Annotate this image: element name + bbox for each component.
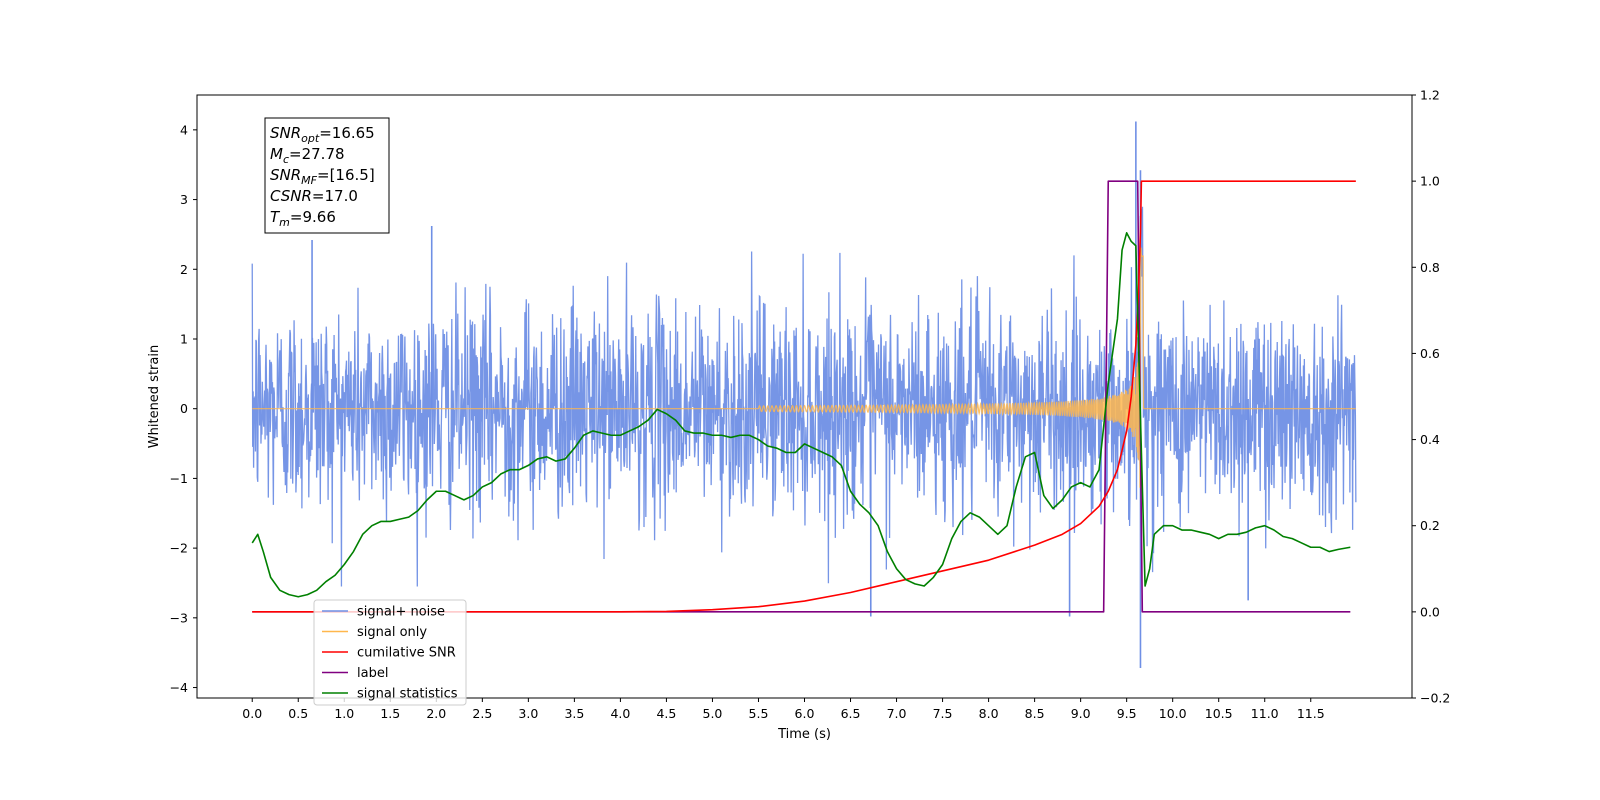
- annotation-symbol: M: [270, 145, 283, 163]
- legend-entry: label: [357, 666, 388, 681]
- annotation-line-4: Tm=9.66: [270, 208, 336, 229]
- x-tick-label: 1.5: [380, 706, 400, 721]
- annotation-symbol: SNR: [270, 124, 301, 142]
- y2-tick-label: 0.0: [1420, 604, 1440, 619]
- y2-tick-label: 0.8: [1420, 260, 1440, 275]
- y-tick-label: 1: [180, 331, 188, 346]
- series-csnr: [252, 180, 1356, 613]
- y2-tick-label: 0.6: [1420, 346, 1440, 361]
- x-tick-label: 3.5: [564, 706, 584, 721]
- y-tick-label: 4: [180, 122, 188, 137]
- x-tick-label: 9.0: [1071, 706, 1091, 721]
- x-tick-label: 10.5: [1205, 706, 1233, 721]
- x-tick-label: 6.5: [841, 706, 861, 721]
- x-tick-label: 3.0: [518, 706, 538, 721]
- x-tick-label: 6.0: [795, 706, 815, 721]
- series-signal-only: [252, 247, 1356, 488]
- legend-entry: cumilative SNR: [357, 646, 456, 661]
- annotation-value: =17.0: [312, 187, 358, 205]
- x-tick-label: 7.5: [933, 706, 953, 721]
- legend-entry: signal statistics: [357, 687, 458, 702]
- x-tick-label: 4.0: [610, 706, 630, 721]
- y-tick-label: −3: [170, 610, 188, 625]
- y-tick-label: −1: [170, 471, 188, 486]
- x-tick-label: 0.5: [288, 706, 308, 721]
- series-label: [252, 180, 1351, 613]
- annotation-value: =16.65: [319, 124, 375, 142]
- plot-area: [251, 121, 1357, 669]
- y2-axis-ticks: 1.2 1.0 0.8 0.6 0.4 0.2 0.0 −0.2: [1412, 88, 1450, 706]
- y-tick-label: −4: [170, 680, 188, 695]
- y-tick-label: −2: [170, 541, 188, 556]
- annotation-box: SNRopt=16.65Mc=27.78SNRMF=[16.5]CSNR=17.…: [264, 117, 390, 234]
- annotation-frame: [264, 117, 390, 234]
- x-tick-label: 8.5: [1025, 706, 1045, 721]
- y-tick-label: 0: [180, 401, 188, 416]
- x-tick-label: 2.0: [426, 706, 446, 721]
- legend-frame: [313, 599, 467, 706]
- annotation-subscript: m: [279, 216, 290, 229]
- legend: signal+ noise signal only cumilative SNR la…: [313, 599, 467, 706]
- x-tick-label: 1.0: [334, 706, 354, 721]
- annotation-line-3: CSNR=17.0: [270, 187, 358, 205]
- x-tick-label: 9.5: [1117, 706, 1137, 721]
- y2-tick-label: −0.2: [1420, 691, 1450, 706]
- x-tick-label: 4.5: [656, 706, 676, 721]
- y-tick-label: 2: [180, 262, 188, 277]
- y2-tick-label: 0.2: [1420, 518, 1440, 533]
- y-tick-label: 3: [180, 192, 188, 207]
- x-tick-label: 11.5: [1297, 706, 1325, 721]
- x-tick-label: 11.0: [1251, 706, 1279, 721]
- x-tick-label: 10.0: [1159, 706, 1187, 721]
- y-axis-ticks: 4 3 2 1 0 −1 −2 −3 −4: [170, 122, 197, 695]
- series-signal-noise: [251, 206, 1357, 587]
- annotation-subscript: c: [283, 153, 289, 166]
- y2-tick-label: 1.0: [1420, 174, 1440, 189]
- annotation-value: =27.78: [289, 145, 345, 163]
- x-tick-label: 5.5: [749, 706, 769, 721]
- annotation-line-0: SNRopt=16.65: [270, 124, 375, 145]
- legend-entry: signal only: [357, 625, 427, 640]
- series-stats: [251, 232, 1351, 598]
- y-axis-label: Whitened strain: [147, 345, 162, 448]
- annotation-symbol: T: [270, 208, 281, 226]
- annotation-line-1: Mc=27.78: [270, 145, 345, 166]
- x-tick-label: 7.0: [887, 706, 907, 721]
- x-axis-ticks: 0.0 0.5 1.0 1.5 2.0 2.5 3.0 3.5 4.0 4.5 5.0 5.5 6.0 6…: [242, 698, 1325, 721]
- annotation-value: =9.66: [290, 208, 336, 226]
- x-tick-label: 0.0: [242, 706, 262, 721]
- annotation-line-2: SNRMF=[16.5]: [270, 166, 375, 187]
- annotation-symbol: SNR: [270, 166, 301, 184]
- annotation-value: =[16.5]: [317, 166, 375, 184]
- legend-entry: signal+ noise: [357, 605, 445, 620]
- y2-tick-label: 1.2: [1420, 88, 1440, 103]
- x-tick-label: 2.5: [472, 706, 492, 721]
- x-tick-label: 8.0: [979, 706, 999, 721]
- annotation-symbol: CSNR: [270, 187, 312, 205]
- x-axis-label: Time (s): [777, 727, 831, 742]
- annotation-subscript: opt: [301, 132, 320, 145]
- y2-tick-label: 0.4: [1420, 432, 1440, 447]
- x-tick-label: 5.0: [703, 706, 723, 721]
- annotation-subscript: MF: [301, 174, 317, 187]
